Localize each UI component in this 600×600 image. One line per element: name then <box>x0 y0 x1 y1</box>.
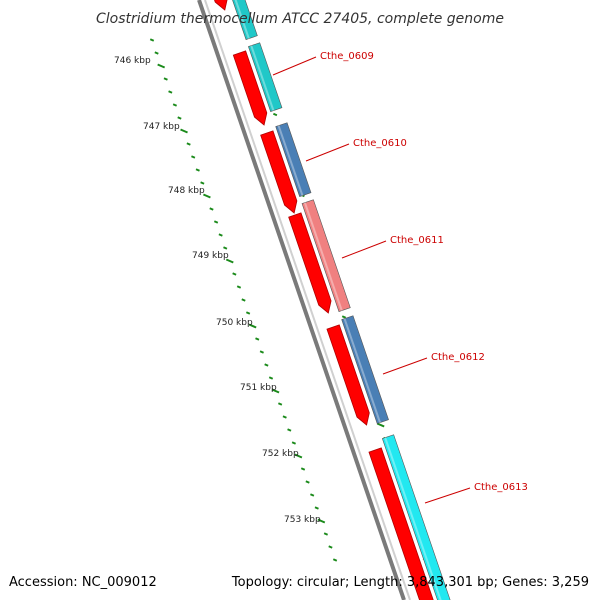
gene-track <box>232 0 451 600</box>
gene-feature <box>248 42 283 112</box>
ruler-label: 751 kbp <box>240 383 277 393</box>
accession-label: Accession: NC_009012 <box>9 575 157 590</box>
ruler-tick <box>177 116 182 120</box>
gene-highlight <box>250 45 275 111</box>
ruler-tick <box>172 103 178 107</box>
gene-label-connector <box>272 56 317 76</box>
ruler-tick <box>213 220 219 224</box>
ruler-tick <box>149 38 155 42</box>
ruler-tick <box>225 258 234 264</box>
ruler-tick <box>195 168 200 172</box>
cds-arrow <box>214 0 228 11</box>
cds-arrow <box>326 324 370 426</box>
gene-label-connector <box>305 143 350 162</box>
ruler-tick <box>255 337 260 341</box>
gene-highlight <box>234 0 250 39</box>
ruler-label: 753 kbp <box>284 515 321 525</box>
ruler-tick <box>168 90 173 94</box>
outer-tick <box>376 422 385 428</box>
genome-summary: Topology: circular; Length: 3,843,301 bp… <box>231 575 589 590</box>
ruler-tick <box>268 376 274 380</box>
backbone-shadow <box>204 0 411 600</box>
gene-label-connector <box>341 240 387 259</box>
ruler-tick <box>264 363 269 367</box>
ruler-tick <box>218 233 223 237</box>
ruler-tick <box>157 63 166 69</box>
ruler-tick <box>323 532 329 536</box>
gene-label: Cthe_0611 <box>390 235 444 246</box>
ruler-label: 750 kbp <box>216 318 253 328</box>
ruler-tick <box>271 388 280 394</box>
gene-feature <box>232 0 258 40</box>
gene-label: Cthe_0610 <box>353 138 407 149</box>
ruler-tick <box>245 311 251 315</box>
ruler-tick <box>332 558 338 562</box>
ruler-label: 749 kbp <box>192 251 229 261</box>
ruler-tick <box>236 285 242 289</box>
ruler-label: 746 kbp <box>114 56 151 66</box>
gene-feature <box>341 315 389 424</box>
ruler-tick <box>294 453 303 459</box>
gene-label: Cthe_0609 <box>320 51 374 62</box>
gene-feature <box>381 434 451 600</box>
ruler-tick <box>291 441 296 445</box>
cds-track <box>214 0 434 600</box>
ruler-tick <box>191 155 196 159</box>
backbone <box>197 0 411 600</box>
cds-arrow <box>368 447 434 600</box>
ruler-tick <box>223 246 228 250</box>
gene-highlight <box>384 437 442 600</box>
map-title: Clostridium thermocellum ATCC 27405, com… <box>96 11 504 27</box>
ruler-tick <box>317 518 326 524</box>
gene-highlight <box>343 318 381 423</box>
ruler-label: 747 kbp <box>143 122 180 132</box>
ruler-tick <box>248 323 257 329</box>
outer-tick <box>341 315 347 319</box>
ruler-tick <box>209 207 214 211</box>
ruler-label: 748 kbp <box>168 186 205 196</box>
cds-arrow <box>232 50 268 126</box>
ruler-tick <box>154 51 159 55</box>
gene-labels: Cthe_0609 Cthe_0610 Cthe_0611 Cthe_0612 Cthe… <box>272 51 528 504</box>
ruler-tick <box>180 128 188 134</box>
ruler-tick <box>328 545 333 549</box>
gene-feature <box>275 122 312 197</box>
ruler-label: 752 kbp <box>262 449 299 459</box>
ruler-tick <box>277 402 283 406</box>
gene-label-connector <box>424 487 471 504</box>
ruler-tick <box>203 193 211 199</box>
ruler-tick <box>310 493 315 497</box>
gene-highlight <box>277 125 304 196</box>
gene-feature <box>301 199 351 312</box>
gene-highlight <box>303 202 343 311</box>
ruler-tick <box>200 181 205 185</box>
cds-arrow <box>288 212 332 314</box>
ruler-tick <box>305 480 310 484</box>
backbone-line <box>197 0 406 600</box>
gene-label: Cthe_0613 <box>474 482 528 493</box>
ruler-tick <box>314 506 319 510</box>
ruler-tick <box>300 467 306 471</box>
gene-label: Cthe_0612 <box>431 352 485 363</box>
outer-tick <box>272 112 278 117</box>
ruler-labels: 746 kbp 747 kbp 748 kbp 749 kbp 750 kbp 751 k… <box>114 56 321 525</box>
cds-arrow <box>260 130 298 214</box>
ruler-tick <box>259 350 264 354</box>
ruler-tick <box>287 428 292 432</box>
ruler-tick <box>241 298 246 302</box>
ruler-tick <box>186 142 191 146</box>
gene-label-connector <box>382 357 428 375</box>
ruler-tick <box>232 272 237 276</box>
ruler-tick <box>282 415 287 419</box>
ruler-tick <box>163 77 168 81</box>
